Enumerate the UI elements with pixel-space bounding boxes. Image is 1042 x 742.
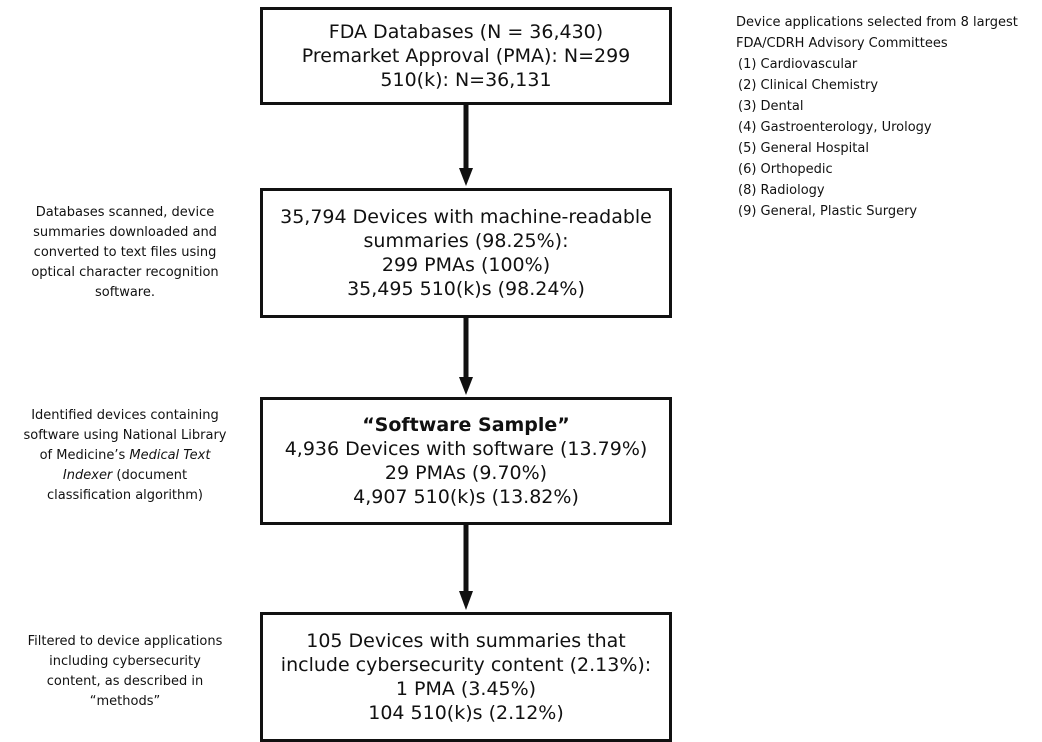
machine-readable-box: 35,794 Devices with machine-readable sum… (260, 188, 672, 318)
box3-line-1: 4,936 Devices with software (13.79%) (284, 438, 648, 460)
note3-line-4: “methods” (89, 694, 161, 709)
box4-line-2: include cybersecurity content (2.13%): (280, 654, 652, 676)
fda-databases-box: FDA Databases (N = 36,430) Premarket App… (260, 7, 672, 105)
committees-header-2: FDA/CDRH Advisory Committees (736, 36, 948, 51)
box1-line-2: Premarket Approval (PMA): N=299 (301, 45, 631, 67)
note2-line-4: Indexer (document (0, 466, 250, 486)
box1-line-1: FDA Databases (N = 36,430) (328, 21, 604, 43)
cybersecurity-filter-note: Filtered to device applications includin… (0, 632, 250, 712)
committee-item: (6) Orthopedic (738, 162, 833, 177)
advisory-committees-list: Device applications selected from 8 larg… (736, 12, 1042, 222)
note3-line-1: Filtered to device applications (27, 634, 223, 649)
cybersecurity-box: 105 Devices with summaries that include … (260, 612, 672, 742)
note1-line-3: converted to text files using (33, 245, 217, 260)
box2-line-2: summaries (98.25%): (363, 230, 569, 252)
note1-line-4: optical character recognition (31, 265, 219, 280)
note2-line-3-prefix: of Medicine’s (39, 448, 130, 463)
committee-item: (9) General, Plastic Surgery (738, 204, 918, 219)
box2-line-4: 35,495 510(k)s (98.24%) (347, 278, 585, 300)
box4-line-3: 1 PMA (3.45%) (395, 678, 537, 700)
arrow-3-to-4 (459, 525, 473, 610)
note3-line-2: including cybersecurity (49, 654, 201, 669)
note2-line-4-suffix: (document (112, 468, 188, 483)
box2-line-3: 299 PMAs (100%) (381, 254, 551, 276)
box3-line-3: 4,907 510(k)s (13.82%) (353, 486, 579, 508)
box4-line-4: 104 510(k)s (2.12%) (368, 702, 564, 724)
note3-line-3: content, as described in (46, 674, 204, 689)
note1-line-2: summaries downloaded and (33, 225, 217, 240)
software-sample-box: “Software Sample” 4,936 Devices with sof… (260, 397, 672, 525)
committee-item: (1) Cardiovascular (738, 57, 858, 72)
note2-line-1: Identified devices containing (31, 408, 219, 423)
note2-line-5: classification algorithm) (46, 488, 204, 503)
box3-line-2: 29 PMAs (9.70%) (384, 462, 548, 484)
box4-line-1: 105 Devices with summaries that (306, 630, 626, 652)
software-identification-note: Identified devices containing software u… (0, 406, 250, 506)
arrow-2-to-3 (459, 318, 473, 395)
arrow-1-to-2 (459, 105, 473, 186)
note2-line-4-italic: Indexer (62, 468, 113, 483)
committee-item: (4) Gastroenterology, Urology (738, 120, 932, 135)
note1-line-5: software. (95, 285, 155, 300)
software-sample-title: “Software Sample” (362, 414, 570, 436)
note2-line-2: software using National Library (23, 428, 227, 443)
note2-line-3: of Medicine’s Medical Text (0, 446, 250, 466)
committee-item: (3) Dental (738, 99, 804, 114)
scanning-note: Databases scanned, device summaries down… (0, 203, 250, 303)
note1-line-1: Databases scanned, device (35, 205, 215, 220)
committees-header-1: Device applications selected from 8 larg… (736, 15, 1018, 30)
committee-item: (2) Clinical Chemistry (738, 78, 879, 93)
note2-line-3-italic: Medical Text (129, 448, 211, 463)
committee-item: (8) Radiology (738, 183, 825, 198)
committee-item: (5) General Hospital (738, 141, 869, 156)
box2-line-1: 35,794 Devices with machine-readable (280, 206, 652, 228)
box1-line-3: 510(k): N=36,131 (380, 69, 552, 91)
